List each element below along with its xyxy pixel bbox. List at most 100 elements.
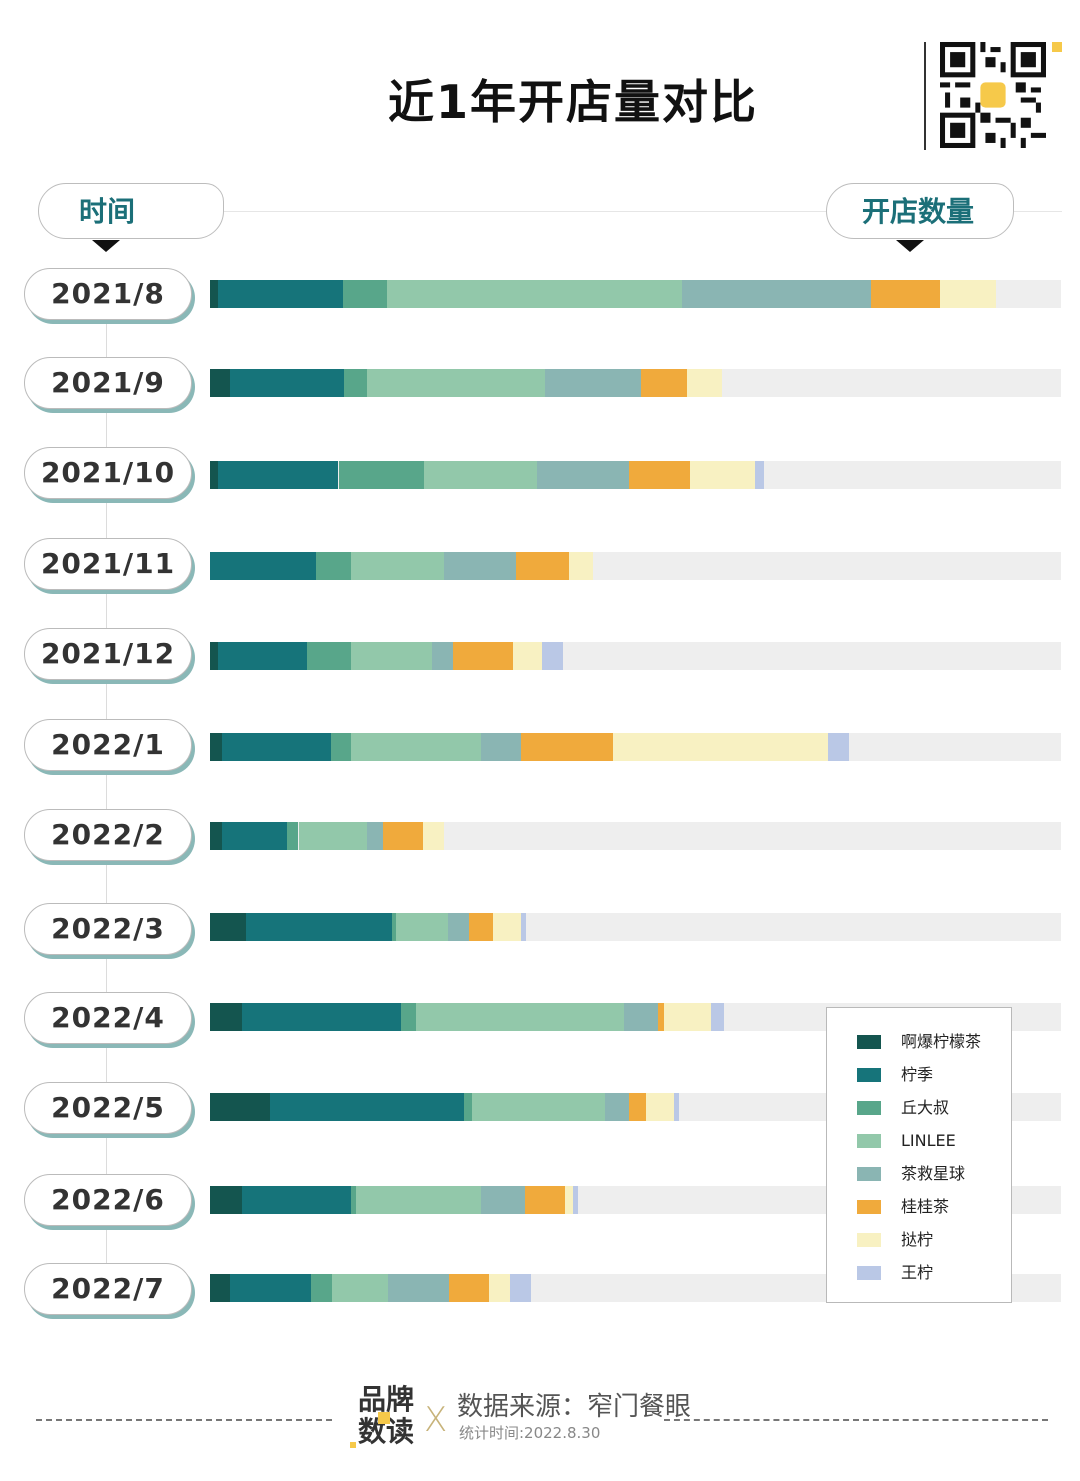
date-label-pill: 2022/4 <box>24 992 192 1044</box>
bar-segment <box>367 369 546 397</box>
bar-segment <box>221 733 331 761</box>
legend-label: 丘大叔 <box>901 1098 950 1117</box>
date-label-pill: 2022/2 <box>24 809 192 861</box>
date-label-pill: 2022/6 <box>24 1174 192 1226</box>
bar-segment <box>604 1093 629 1121</box>
bar-segment <box>422 822 445 850</box>
date-label-pill: 2022/7 <box>24 1263 192 1315</box>
bar-segment <box>210 461 218 489</box>
legend-label: 桂桂茶 <box>901 1197 950 1216</box>
category-tick-label: 2022/6 <box>51 1183 165 1216</box>
bar-track <box>210 1003 1061 1031</box>
legend-swatch <box>857 1134 881 1148</box>
bar-segment <box>827 733 850 761</box>
bar-segment <box>210 642 218 670</box>
bar-segment <box>338 461 424 489</box>
bar-segment <box>298 822 367 850</box>
bar-segment <box>217 461 339 489</box>
category-tick-label: 2022/4 <box>51 1001 165 1034</box>
footer-divider-right <box>664 1419 1048 1421</box>
category-tick-label: 2022/2 <box>51 818 165 851</box>
bar-segment <box>210 369 231 397</box>
category-tick-label: 2021/8 <box>51 277 165 310</box>
date-label-pill: 2021/11 <box>24 538 192 590</box>
bar-segment <box>711 1003 724 1031</box>
bar-segment <box>286 822 299 850</box>
bar-segment <box>510 1274 531 1302</box>
bar-segment <box>221 822 287 850</box>
date-label-pill: 2022/1 <box>24 719 192 771</box>
category-tick-label: 2022/7 <box>51 1272 165 1305</box>
bar-segment <box>468 913 493 941</box>
down-arrow-icon <box>92 240 120 252</box>
timeline-line <box>106 320 107 1280</box>
qr-block <box>924 42 1064 150</box>
bar-track <box>210 552 1061 580</box>
bar-track <box>210 280 1061 308</box>
bar-segment <box>315 552 352 580</box>
legend-swatch <box>857 1266 881 1280</box>
date-label-pill: 2021/8 <box>24 268 192 320</box>
bar-segment <box>520 913 526 941</box>
bar-segment <box>307 642 352 670</box>
bar-segment <box>682 280 872 308</box>
legend-swatch <box>857 1035 881 1049</box>
bar-segment <box>210 1093 271 1121</box>
bar-segment <box>210 1003 243 1031</box>
bar-segment <box>210 913 246 941</box>
legend: 啊爆柠檬茶 柠季 丘大叔 LINLEE 茶救星球 桂桂茶 挞柠 王柠 <box>826 1007 1012 1303</box>
bar-segment <box>572 1186 578 1214</box>
bar-segment <box>444 552 517 580</box>
bar-segment <box>210 552 316 580</box>
date-label-pill: 2022/3 <box>24 903 192 955</box>
legend-swatch <box>857 1167 881 1181</box>
time-header-tag: 时间 <box>25 183 224 239</box>
bar-segment <box>423 461 537 489</box>
stat-time: 统计时间:2022.8.30 <box>459 1424 601 1442</box>
bar-segment <box>245 913 393 941</box>
down-arrow-icon <box>896 240 924 252</box>
page-title: 近1年开店量对比 <box>387 75 758 129</box>
date-label-pill: 2021/9 <box>24 357 192 409</box>
bar-segment <box>351 642 433 670</box>
bar-segment <box>351 552 445 580</box>
count-header-tag: 开店数量 <box>813 183 1014 239</box>
bar-segment <box>210 1274 231 1302</box>
bar-segment <box>871 280 941 308</box>
bar-segment <box>387 280 683 308</box>
bar-segment <box>448 913 469 941</box>
brand-line-1: 品牌 <box>358 1383 415 1416</box>
legend-label: 王柠 <box>901 1263 934 1282</box>
legend-label: 柠季 <box>901 1065 934 1084</box>
bar-segment <box>330 733 352 761</box>
bar-segment <box>217 280 343 308</box>
bar-segment <box>480 1186 525 1214</box>
category-tick-label: 2022/5 <box>51 1091 165 1124</box>
bar-segment <box>464 1093 473 1121</box>
bar-segment <box>242 1003 401 1031</box>
bar-track <box>210 461 1061 489</box>
data-source: 数据来源：窄门餐眼 <box>457 1392 692 1422</box>
bar-segment <box>564 1186 573 1214</box>
brand-logo: 品牌 数读 <box>358 1384 418 1448</box>
bar-segment <box>382 822 423 850</box>
brand-accent-dot <box>378 1412 390 1424</box>
legend-label: LINLEE <box>901 1131 956 1150</box>
bar-segment <box>210 733 222 761</box>
footer-divider-left <box>36 1419 332 1421</box>
bar-segment <box>230 369 344 397</box>
bar-segment <box>242 1186 352 1214</box>
bar-segment <box>415 1003 624 1031</box>
bar-segment <box>480 733 521 761</box>
bar-segment <box>940 280 997 308</box>
bar-segment <box>351 733 481 761</box>
bar-segment <box>489 1274 511 1302</box>
bar-segment <box>342 280 387 308</box>
bar-segment <box>492 913 521 941</box>
bar-segment <box>689 461 755 489</box>
bar-segment <box>545 369 642 397</box>
bar-segment <box>355 1186 481 1214</box>
legend-swatch <box>857 1233 881 1247</box>
bar-segment <box>230 1274 312 1302</box>
bar-segment <box>449 1274 490 1302</box>
